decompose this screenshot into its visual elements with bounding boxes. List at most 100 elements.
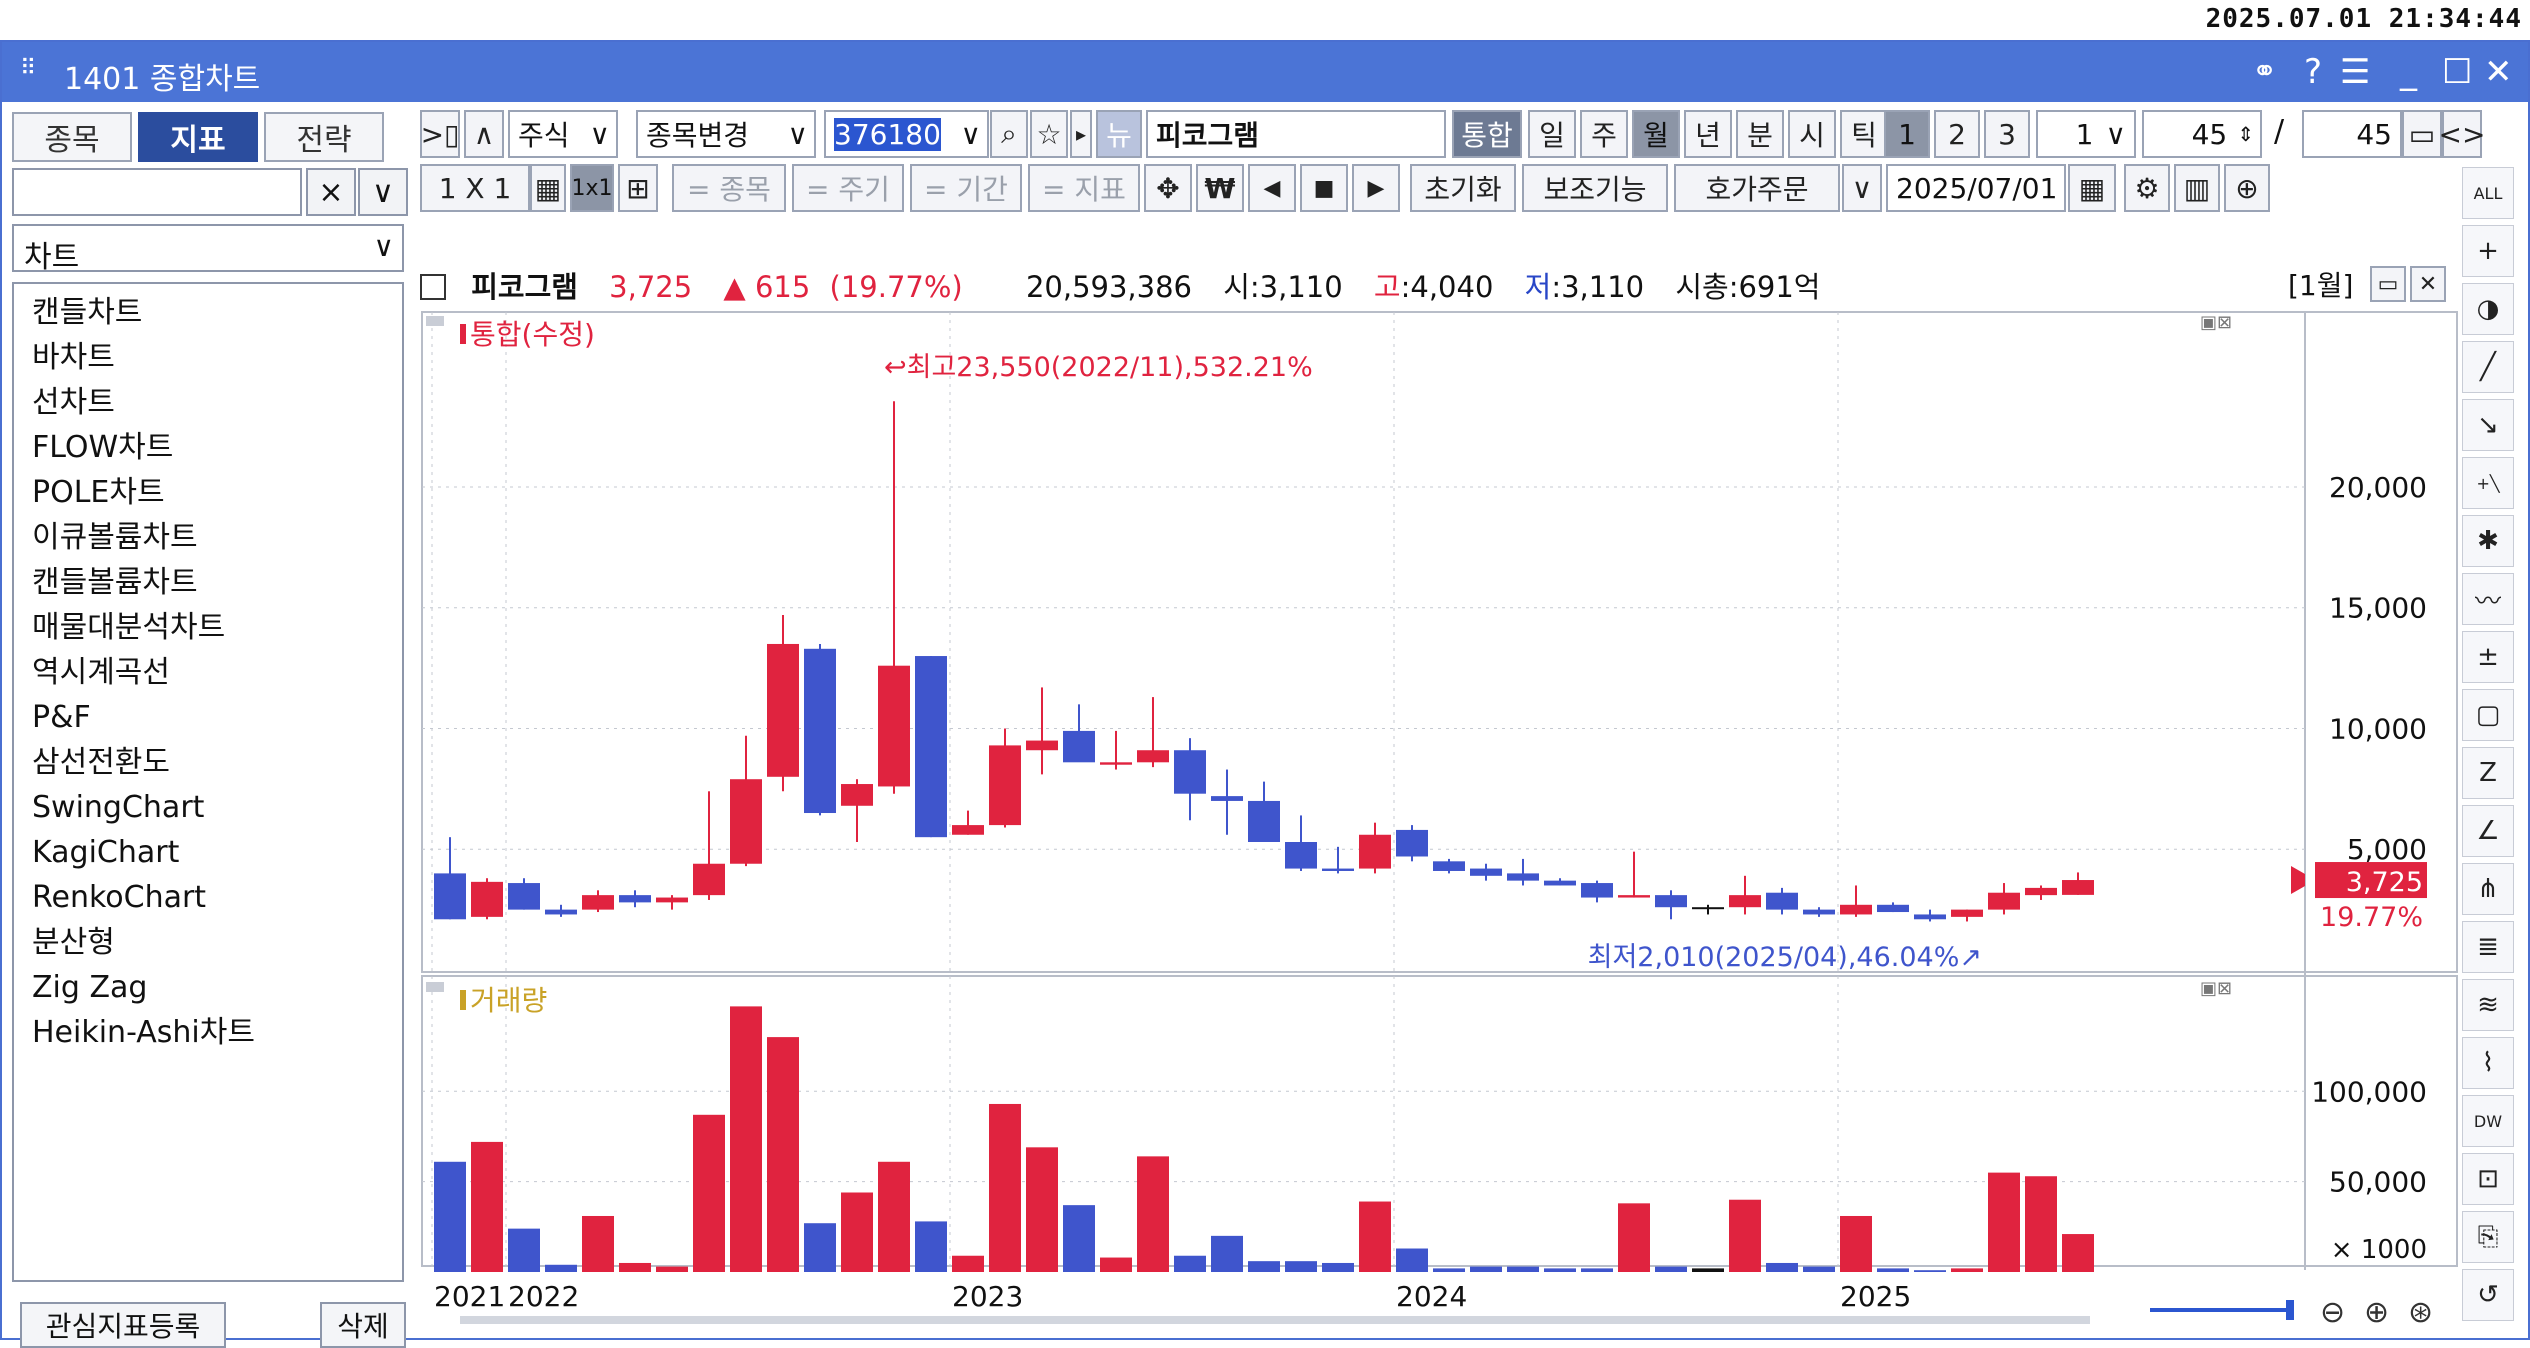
indicator-search-input[interactable] bbox=[12, 168, 302, 216]
indicator-list-item[interactable]: Heikin-Ashi차트 bbox=[32, 1015, 255, 1050]
period-button[interactable]: 틱 bbox=[1840, 110, 1888, 158]
indicator-list-item[interactable]: POLE차트 bbox=[32, 475, 165, 510]
indicator-list-item[interactable]: 캔들차트 bbox=[32, 295, 143, 330]
reset-button[interactable]: 초기화 bbox=[1410, 164, 1516, 212]
chevron-up-icon[interactable]: ∧ bbox=[464, 110, 504, 158]
close-icon[interactable]: ✕ bbox=[2484, 52, 2513, 92]
dw-icon[interactable]: DW bbox=[2462, 1095, 2514, 1147]
category-select[interactable]: 차트 ∨ bbox=[12, 224, 404, 275]
indicator-list-item[interactable]: 역시계곡선 bbox=[32, 655, 170, 690]
move-icon[interactable]: ✥ bbox=[1144, 164, 1192, 212]
channel-icon[interactable]: ≋ bbox=[2462, 979, 2514, 1031]
market-select[interactable]: 주식 ∨ bbox=[508, 110, 618, 158]
tool-icon[interactable]: + bbox=[2462, 225, 2514, 277]
sync-stock-button[interactable]: = 종목 bbox=[672, 164, 786, 212]
add-chart-icon[interactable]: ⊕ bbox=[2224, 164, 2270, 212]
code-icon[interactable]: <> bbox=[2439, 110, 2485, 158]
indicator-list-item[interactable]: P&F bbox=[32, 700, 91, 735]
layout-1x1-button[interactable]: 1x1 bbox=[570, 164, 614, 212]
indicator-list-item[interactable]: 바차트 bbox=[32, 340, 115, 375]
expand-panel-button[interactable]: >▯ bbox=[420, 110, 460, 158]
chart-tool-icon[interactable]: ▥ bbox=[2174, 164, 2220, 212]
all-tools-icon[interactable]: ALL bbox=[2462, 167, 2514, 219]
stock-code-input[interactable]: 376180 ∨ bbox=[824, 110, 989, 158]
indicator-list-item[interactable]: Zig Zag bbox=[32, 970, 148, 1005]
fan-icon[interactable]: ⋔ bbox=[2462, 863, 2514, 915]
period-button[interactable]: 일 bbox=[1528, 110, 1576, 158]
link-icon[interactable]: ⚭ bbox=[2252, 54, 2278, 89]
news-button[interactable]: 뉴 bbox=[1096, 110, 1142, 158]
layout-select[interactable]: 1 X 1 bbox=[420, 164, 530, 212]
search-icon[interactable]: ⌕ bbox=[990, 110, 1028, 158]
fibo-icon[interactable]: Z bbox=[2462, 747, 2514, 799]
candle-tool-icon[interactable]: ✱ bbox=[2462, 515, 2514, 567]
sync-range-button[interactable]: = 기간 bbox=[910, 164, 1022, 212]
help-icon[interactable]: ? bbox=[2304, 52, 2323, 92]
date-input[interactable]: 2025/07/01 bbox=[1886, 164, 2066, 212]
indicator-list-item[interactable]: 삼선전환도 bbox=[32, 745, 170, 780]
ray-icon[interactable]: ↘ bbox=[2462, 399, 2514, 451]
sync-indicator-button[interactable]: = 지표 bbox=[1028, 164, 1140, 212]
export-icon[interactable]: ⎘ bbox=[2462, 1211, 2514, 1263]
period-button[interactable]: 월 bbox=[1632, 110, 1680, 158]
chevron-down-icon[interactable]: ∨ bbox=[1842, 164, 1882, 212]
indicator-list-item[interactable]: FLOW차트 bbox=[32, 430, 174, 465]
preset-button[interactable]: 2 bbox=[1934, 110, 1980, 158]
sync-period-button[interactable]: = 주기 bbox=[792, 164, 904, 212]
panel-close-icon[interactable]: ✕ bbox=[2410, 266, 2446, 302]
count-b-input[interactable]: 45 bbox=[2302, 110, 2402, 158]
won-button[interactable]: ₩ bbox=[1196, 164, 1244, 212]
chart-svg[interactable]: 5,000 10,000 15,000 20,000 2021 2022 2023 2024 2… bbox=[420, 310, 2460, 1330]
clear-search-button[interactable]: × bbox=[306, 168, 356, 216]
tab-stock[interactable]: 종목 bbox=[12, 112, 132, 162]
period-button[interactable]: 주 bbox=[1580, 110, 1628, 158]
layout-icon[interactable]: ⊞ bbox=[618, 164, 658, 212]
undo-icon[interactable]: ↺ bbox=[2462, 1269, 2514, 1321]
trend-icon[interactable]: 〰 bbox=[2462, 573, 2514, 625]
indicator-list-item[interactable]: 매물대분석차트 bbox=[32, 610, 226, 645]
prev-icon[interactable]: ◀ bbox=[1248, 164, 1296, 212]
plus-minus-icon[interactable]: ± bbox=[2462, 631, 2514, 683]
play-small-icon[interactable]: ▸ bbox=[1070, 110, 1092, 158]
tab-indicator[interactable]: 지표 bbox=[138, 112, 258, 162]
indicator-list-item[interactable]: 이큐볼륨차트 bbox=[32, 520, 198, 555]
grid-icon[interactable]: ▦ bbox=[530, 164, 566, 212]
aux-function-button[interactable]: 보조기능 bbox=[1522, 164, 1668, 212]
wave-icon[interactable]: ⌇ bbox=[2462, 1037, 2514, 1089]
preset-button[interactable]: 3 bbox=[1984, 110, 2030, 158]
line-icon[interactable]: ╱ bbox=[2462, 341, 2514, 393]
next-icon[interactable]: ▶ bbox=[1352, 164, 1400, 212]
order-button[interactable]: 호가주문 bbox=[1674, 164, 1840, 212]
chart-area[interactable]: 5,000 10,000 15,000 20,000 2021 2022 2023 2024 2… bbox=[420, 310, 2460, 1330]
zoom-tool-icon[interactable]: ⊡ bbox=[2462, 1153, 2514, 1205]
period-button[interactable]: 분 bbox=[1736, 110, 1784, 158]
levels-icon[interactable]: ≣ bbox=[2462, 921, 2514, 973]
tab-strategy[interactable]: 전략 bbox=[264, 112, 384, 162]
calendar-icon[interactable]: ▦ bbox=[2068, 164, 2116, 212]
search-dropdown-button[interactable]: ∨ bbox=[358, 168, 408, 216]
circle-half-icon[interactable]: ◑ bbox=[2462, 283, 2514, 335]
register-indicator-button[interactable]: 관심지표등록 bbox=[20, 1302, 226, 1348]
period-button[interactable]: 시 bbox=[1788, 110, 1836, 158]
angle-icon[interactable]: ∠ bbox=[2462, 805, 2514, 857]
delete-button[interactable]: 삭제 bbox=[320, 1302, 406, 1348]
settings-menu-icon[interactable]: ☰ bbox=[2340, 52, 2371, 92]
change-stock-select[interactable]: 종목변경 ∨ bbox=[636, 110, 816, 158]
window-menu-icon[interactable]: ⠿ bbox=[20, 56, 37, 81]
indicator-list-item[interactable]: 분산형 bbox=[32, 925, 115, 960]
maximize-icon[interactable]: ☐ bbox=[2442, 52, 2473, 92]
preset-button[interactable]: 1 bbox=[1884, 110, 1930, 158]
stop-icon[interactable]: ■ bbox=[1300, 164, 1348, 212]
indicator-list-item[interactable]: 캔들볼륨차트 bbox=[32, 565, 198, 600]
indicator-list-item[interactable]: RenkoChart bbox=[32, 880, 207, 915]
shapes-icon[interactable]: ▢ bbox=[2462, 689, 2514, 741]
settings-icon[interactable]: ⚙ bbox=[2124, 164, 2170, 212]
add-line-icon[interactable]: +╲ bbox=[2462, 457, 2514, 509]
window-mode-icon[interactable]: ▭ bbox=[2402, 110, 2442, 158]
indicator-list-item[interactable]: 선차트 bbox=[32, 385, 115, 420]
count-a-stepper[interactable]: 45 ⇕ bbox=[2142, 110, 2262, 158]
unit-select[interactable]: 1 ∨ bbox=[2036, 110, 2136, 158]
period-button[interactable]: 년 bbox=[1684, 110, 1732, 158]
panel-restore-icon[interactable]: ▭ bbox=[2370, 266, 2406, 302]
indicator-list-item[interactable]: KagiChart bbox=[32, 835, 180, 870]
